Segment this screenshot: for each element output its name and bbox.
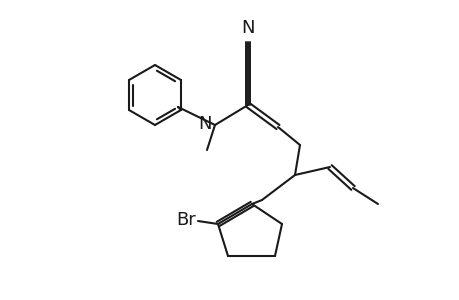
Text: N: N [198,115,212,133]
Text: N: N [241,19,254,37]
Text: Br: Br [176,211,196,229]
